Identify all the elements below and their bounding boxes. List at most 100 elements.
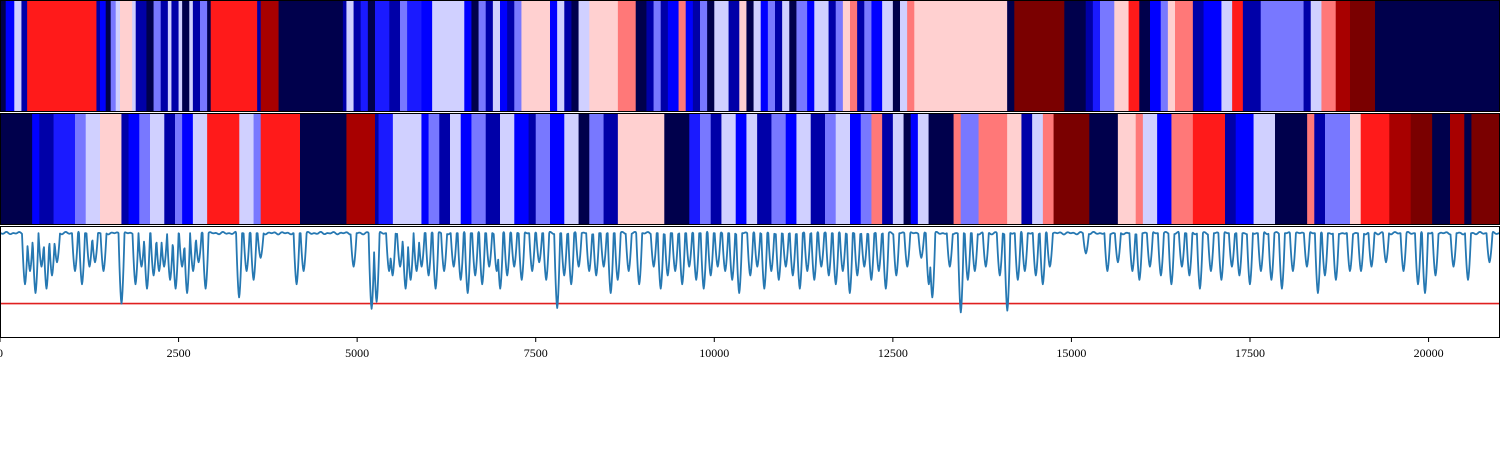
band-1-segment [110, 1, 117, 111]
band-1-segment [389, 1, 401, 111]
band-2-segment [1142, 114, 1158, 224]
band-2-segment [121, 114, 129, 224]
band-1-segment [892, 1, 901, 111]
band-1-segment [353, 1, 362, 111]
band-1-segment [278, 1, 344, 111]
band-1-segment [789, 1, 797, 111]
band-2-segment [421, 114, 429, 224]
band-2-segment [882, 114, 894, 224]
band-1-segment [346, 1, 354, 111]
x-tick-label: 7500 [524, 346, 548, 360]
band-2-segment [860, 114, 872, 224]
band-2-segment [1253, 114, 1276, 224]
band-1-segment [653, 1, 662, 111]
band-1-segment [1064, 1, 1087, 111]
band-1-segment [120, 1, 133, 111]
band-2-segment [514, 114, 529, 224]
band-1-segment [753, 1, 762, 111]
band-2-segment [85, 114, 101, 224]
band-1-segment [578, 1, 590, 111]
band-1-segment [1232, 1, 1244, 111]
band-1-segment [907, 1, 915, 111]
band-1-segment [828, 1, 837, 111]
band-1-segment [1192, 1, 1204, 111]
band-1-segment [1085, 1, 1094, 111]
band-1-segment [478, 1, 487, 111]
band-1-segment [564, 1, 572, 111]
band-1-segment [589, 1, 619, 111]
band-1-segment [782, 1, 790, 111]
band-1-segment [700, 1, 708, 111]
band-1-segment [571, 1, 579, 111]
band-1-segment [1139, 1, 1151, 111]
x-tick-label: 12500 [878, 346, 908, 360]
band-2-segment [192, 114, 208, 224]
band-1-segment [1242, 1, 1262, 111]
band-2-segment [128, 114, 140, 224]
band-1-segment [835, 1, 844, 111]
band-2-segment [1192, 114, 1226, 224]
band-2-segment [1171, 114, 1194, 224]
band-2-segment [664, 114, 690, 224]
band-1-segment [105, 1, 112, 111]
band-2-segment [164, 114, 176, 224]
band-1-segment [153, 1, 162, 111]
band-1-segment [521, 1, 551, 111]
band-1-segment [471, 1, 479, 111]
band-1-segment [692, 1, 701, 111]
band-1-segment [432, 1, 465, 111]
band-1-segment [5, 1, 15, 111]
band-1-segment [21, 1, 28, 111]
band-2-segment [1089, 114, 1119, 224]
band-1-segment [171, 1, 179, 111]
band-1-segment [746, 1, 754, 111]
band-2-segment [1157, 114, 1172, 224]
band-2-segment [825, 114, 837, 224]
band-2-segment [1235, 114, 1254, 224]
band-2-segment [300, 114, 347, 224]
band-1-segment [96, 1, 101, 111]
band-2-segment [535, 114, 551, 224]
band-1-segment [739, 1, 747, 111]
band-1-segment [714, 1, 729, 111]
band-1-segment [1160, 1, 1169, 111]
band-2-segment [471, 114, 487, 224]
band-1-segment [178, 1, 183, 111]
band-1-segment [27, 1, 97, 111]
band-1-segment [421, 1, 433, 111]
band-2-segment [960, 114, 979, 224]
band-1-segment [1303, 1, 1312, 111]
band-2-segment [796, 114, 812, 224]
band-2-segment [810, 114, 826, 224]
band-2-segment [953, 114, 962, 224]
band-2-segment [1325, 114, 1351, 224]
band-1-segment [1335, 1, 1351, 111]
band-2-segment [378, 114, 394, 224]
band-2-segment [589, 114, 604, 224]
band-1-segment [115, 1, 121, 111]
band-1-segment [914, 1, 1008, 111]
band-2-segment [710, 114, 722, 224]
band-1-segment [342, 1, 347, 111]
band-2-segment [1225, 114, 1237, 224]
band-1-segment [160, 1, 169, 111]
band-1-segment [1321, 1, 1337, 111]
band-2-segment [1007, 114, 1022, 224]
band-1-segment [1128, 1, 1140, 111]
band-2-segment [917, 114, 929, 224]
band-1-segment [1203, 1, 1222, 111]
band-1-segment [492, 1, 501, 111]
band-1-segment [1375, 1, 1500, 111]
band-1-segment [707, 1, 715, 111]
band-2-segment [892, 114, 904, 224]
band-1-segment [1260, 1, 1304, 111]
band-2-segment [485, 114, 501, 224]
band-1-segment [728, 1, 740, 111]
band-2-segment [239, 114, 254, 224]
band-2-segment [439, 114, 451, 224]
band-2-segment [771, 114, 787, 224]
band-2-segment [75, 114, 87, 224]
band-2-segment [785, 114, 797, 224]
x-tick-label: 17500 [1235, 346, 1265, 360]
band-2-segment [1307, 114, 1315, 224]
